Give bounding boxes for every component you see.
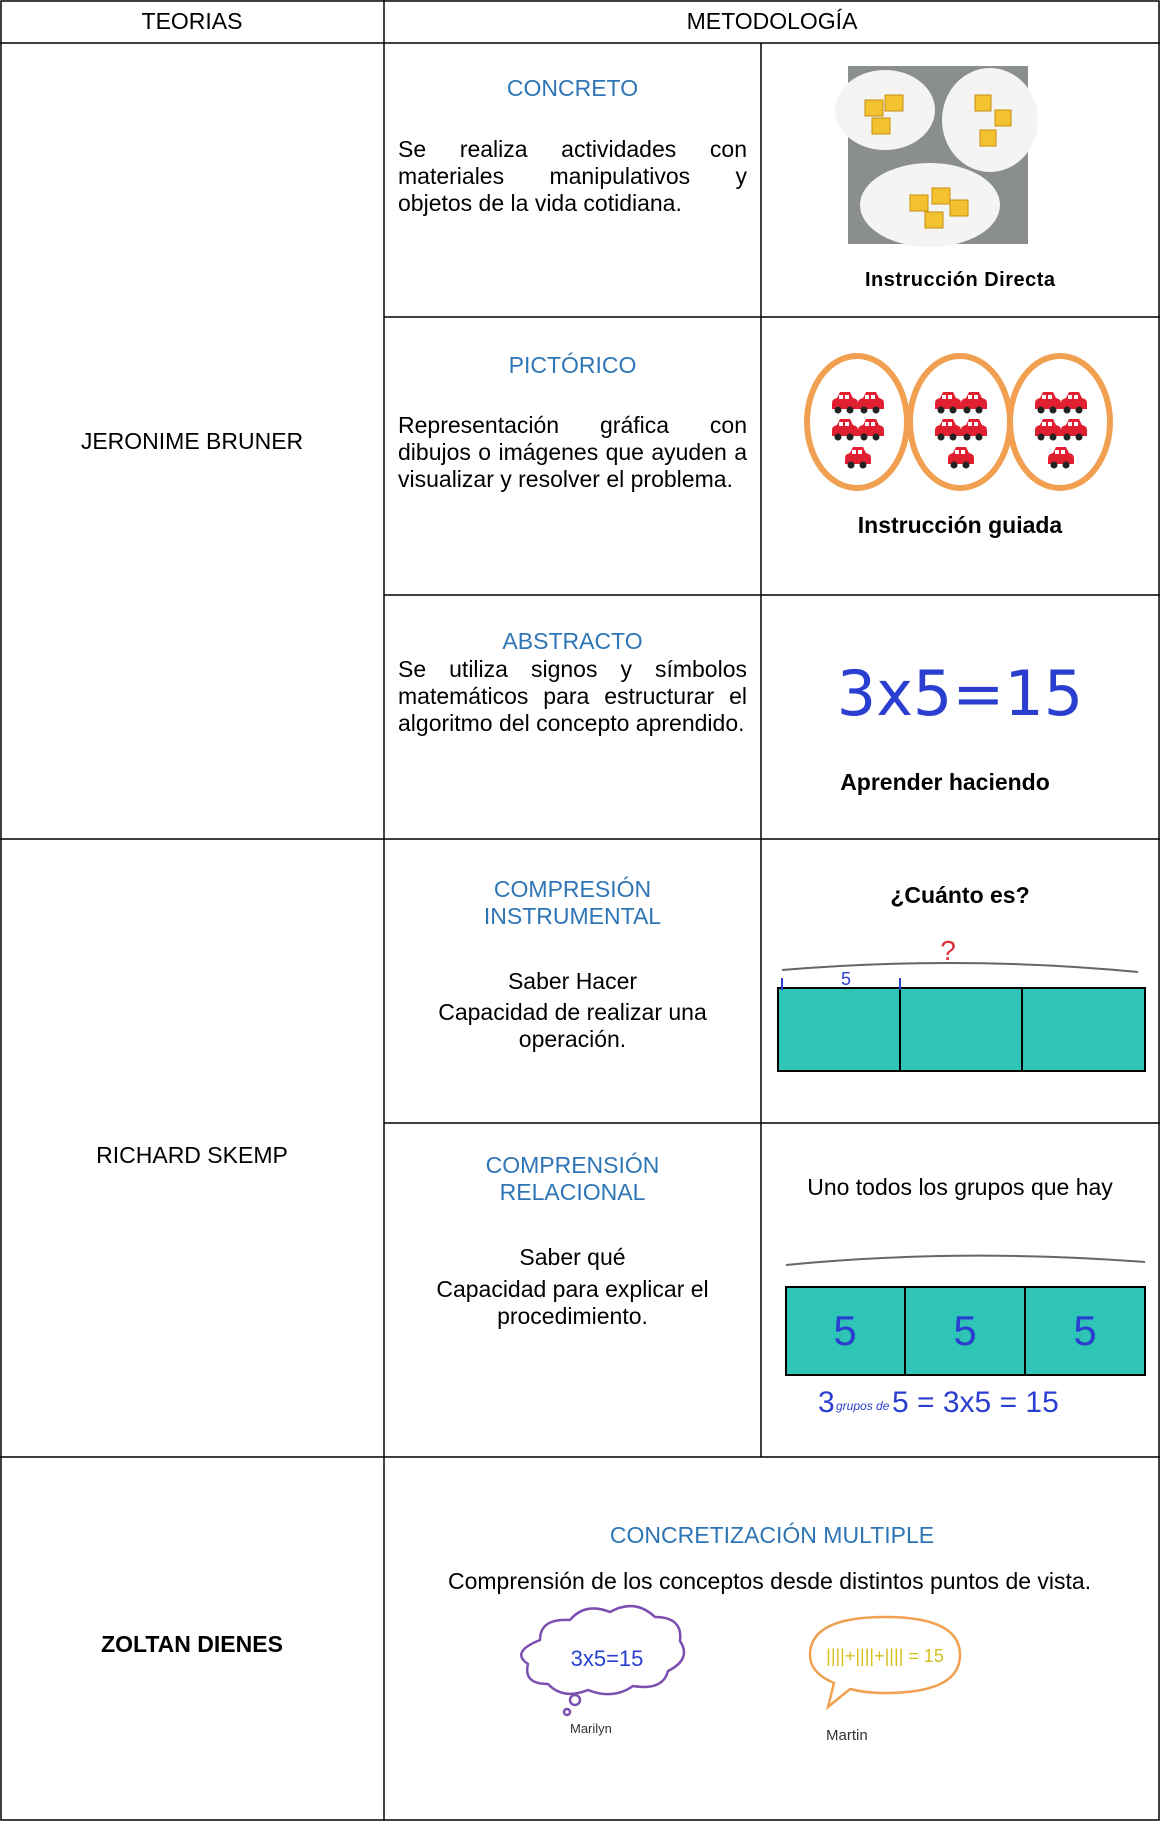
bubble-name: Martin	[826, 1727, 868, 1744]
theory-name: JERONIME BRUNER	[81, 428, 303, 454]
car	[1035, 392, 1061, 414]
section-text: Comprensión de los conceptos desde disti…	[448, 1568, 1092, 1594]
section-title: PICTÓRICO	[508, 352, 637, 378]
image-caption: Instrucción Directa	[865, 269, 1056, 291]
header-theories: TEORIAS	[142, 8, 243, 34]
image-caption: Instrucción guiada	[858, 512, 1063, 538]
section-line: Capacidad de realizar una operación.	[438, 999, 707, 1052]
theory-name: ZOLTAN DIENES	[101, 1631, 283, 1657]
section-title: ABSTRACTO	[502, 628, 643, 654]
unknown: ?	[940, 935, 956, 966]
section-title: COMPRESIÓN INSTRUMENTAL	[483, 876, 662, 929]
car	[858, 392, 884, 414]
car	[961, 419, 987, 441]
part-label: 5	[1073, 1307, 1096, 1354]
count: 3	[818, 1386, 835, 1419]
car	[1061, 419, 1087, 441]
car	[1048, 447, 1074, 469]
part-label: 5	[841, 969, 851, 989]
section-title: CONCRETIZACIÓN MULTIPLE	[609, 1522, 935, 1548]
image-caption: Aprender haciendo	[840, 769, 1050, 795]
section-text: Se realiza actividades con materiales ma…	[398, 136, 747, 216]
image-caption: Uno todos los grupos que hay	[807, 1174, 1113, 1200]
equation: 3x5=15	[837, 657, 1083, 730]
grouping: grupos de	[836, 1399, 890, 1413]
question: ¿Cuánto es?	[890, 882, 1029, 908]
cars	[832, 392, 1087, 469]
part-label: 5	[833, 1307, 856, 1354]
section-line: Capacidad para explicar el procedimiento…	[436, 1276, 709, 1329]
bubble-text: ||||+||||+|||| = 15	[826, 1646, 944, 1666]
car	[858, 419, 884, 441]
part-label: 5	[953, 1307, 976, 1354]
photo	[835, 66, 1038, 247]
car	[845, 447, 871, 469]
car	[832, 392, 858, 414]
section-text: Representación gráfica con dibujos o imá…	[398, 412, 747, 492]
section-title: COMPRENSIÓN RELACIONAL	[485, 1152, 660, 1205]
car	[1061, 392, 1087, 414]
speech-bubbles	[520, 1604, 962, 1717]
car	[1035, 419, 1061, 441]
car	[948, 447, 974, 469]
car	[961, 392, 987, 414]
equation: 5 = 3x5 = 15	[892, 1386, 1059, 1419]
bubble-name: Marilyn	[570, 1721, 612, 1736]
section-line: Saber Hacer	[507, 968, 638, 994]
oval-groups	[804, 353, 1113, 491]
bar-model-1	[777, 961, 1146, 1072]
header-methodology: METODOLOGÍA	[687, 8, 858, 34]
bubble-text: 3x5=15	[571, 1646, 644, 1671]
car	[935, 419, 961, 441]
bar-model-2	[785, 1254, 1146, 1376]
section-title: CONCRETO	[506, 75, 639, 101]
car	[935, 392, 961, 414]
car	[832, 419, 858, 441]
section-text: Se utiliza signos y símbolos matemáticos…	[398, 656, 747, 736]
section-line: Saber qué	[519, 1244, 626, 1270]
theory-name: RICHARD SKEMP	[96, 1142, 288, 1168]
